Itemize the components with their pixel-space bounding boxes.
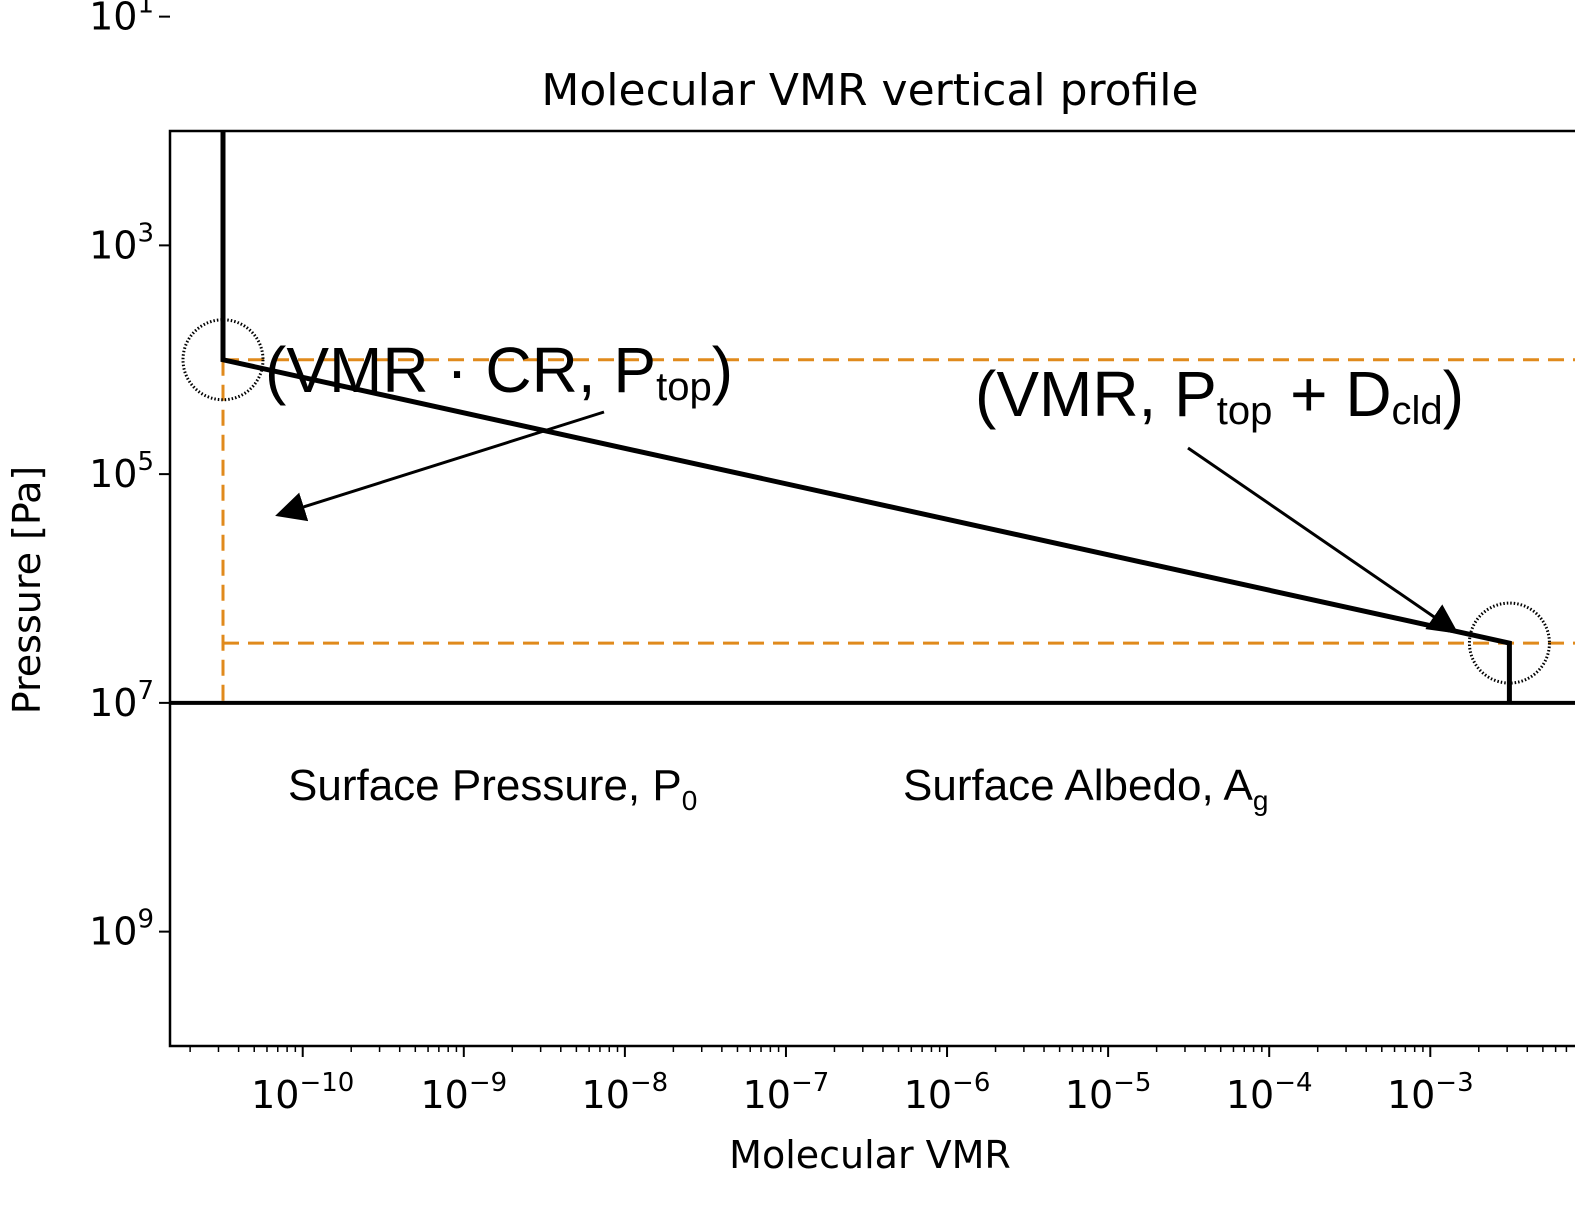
y-tick-base: 10 — [89, 452, 137, 496]
x-tick-exponent: −4 — [1274, 1068, 1312, 1098]
arrow-top-point — [275, 410, 605, 522]
x-tick-base: 10 — [1065, 1073, 1113, 1117]
x-tick-label: 10−3 — [1387, 1068, 1474, 1117]
y-tick-exponent: 7 — [137, 676, 154, 706]
surface-pressure-label: Surface Pressure, P0 — [288, 761, 697, 816]
x-tick-base: 10 — [743, 1073, 791, 1117]
series-layer — [170, 131, 1575, 705]
x-tick-base: 10 — [1226, 1073, 1274, 1117]
series-line-0 — [220, 131, 1512, 703]
x-tick-base: 10 — [904, 1073, 952, 1117]
surface-albedo-text: Surface Albedo, A — [903, 761, 1253, 810]
annotation-bottom-point: (VMR, Ptop + Dcld) — [975, 358, 1464, 433]
y-tick-base: 10 — [89, 681, 137, 725]
annotation-top-point: (VMR · CR, Ptop) — [265, 334, 733, 409]
y-tick-label: 109 — [89, 905, 154, 954]
annotation-top-sub: top — [656, 365, 712, 409]
guide-lines — [221, 358, 1575, 703]
arrow-bottom-point — [1187, 446, 1459, 634]
x-tick-exponent: −5 — [1113, 1068, 1151, 1098]
surface-albedo-sub: g — [1253, 785, 1269, 816]
annotation-bottom-middle: + D — [1272, 358, 1391, 430]
x-tick-base: 10 — [251, 1073, 299, 1117]
x-tick-label: 10−5 — [1065, 1068, 1152, 1117]
plot-frame — [168, 129, 1575, 1048]
x-axis-label: Molecular VMR — [729, 1133, 1011, 1177]
y-axis-label: Pressure [Pa] — [5, 466, 49, 714]
top-point-circle — [181, 318, 265, 402]
annotation-bottom-prefix: (VMR, P — [975, 358, 1217, 430]
x-tick-exponent: −10 — [299, 1068, 354, 1098]
y-tick-exponent: 5 — [137, 447, 154, 477]
chart-title: Molecular VMR vertical profile — [541, 65, 1198, 116]
x-tick-exponent: −9 — [469, 1068, 507, 1098]
x-tick-label: 10−4 — [1226, 1068, 1313, 1117]
x-tick-label: 10−9 — [420, 1068, 507, 1117]
x-tick-label: 10−8 — [582, 1068, 669, 1117]
x-tick-base: 10 — [582, 1073, 630, 1117]
y-tick-exponent: 3 — [137, 218, 154, 248]
surface-albedo-label: Surface Albedo, Ag — [903, 761, 1268, 816]
x-tick-label: 10−10 — [251, 1068, 354, 1117]
x-tick-exponent: −8 — [630, 1068, 668, 1098]
annotation-bottom-sub2: cld — [1392, 389, 1443, 433]
y-tick-label: 105 — [89, 447, 154, 496]
surface-pressure-sub: 0 — [682, 785, 698, 816]
y-tick-label: 103 — [89, 218, 154, 267]
x-tick-exponent: −6 — [952, 1068, 990, 1098]
annotation-top-prefix: (VMR · CR, P — [265, 334, 656, 406]
y-tick-base: 10 — [89, 223, 137, 267]
x-tick-exponent: −7 — [791, 1068, 829, 1098]
y-tick-label: 101 — [89, 0, 154, 39]
x-tick-base: 10 — [420, 1073, 468, 1117]
annotation-bottom-sub1: top — [1217, 389, 1273, 433]
y-tick-label: 107 — [89, 676, 154, 725]
annotation-top-suffix: ) — [712, 334, 733, 406]
surface-pressure-text: Surface Pressure, P — [288, 761, 682, 810]
x-tick-label: 10−7 — [743, 1068, 830, 1117]
x-tick-base: 10 — [1387, 1073, 1435, 1117]
bottom-point-circle — [1467, 601, 1551, 685]
y-tick-base: 10 — [89, 910, 137, 954]
x-axis: 10−10 10−9 10−8 10−7 10−6 10−5 10−4 10−3 — [189, 1046, 1568, 1117]
y-tick-exponent: 9 — [137, 905, 154, 935]
marker-layer — [181, 318, 1551, 685]
annotation-bottom-suffix: ) — [1443, 358, 1464, 430]
x-tick-exponent: −3 — [1435, 1068, 1473, 1098]
y-tick-base: 10 — [89, 0, 137, 39]
y-tick-exponent: 1 — [137, 0, 154, 20]
x-tick-label: 10−6 — [904, 1068, 991, 1117]
